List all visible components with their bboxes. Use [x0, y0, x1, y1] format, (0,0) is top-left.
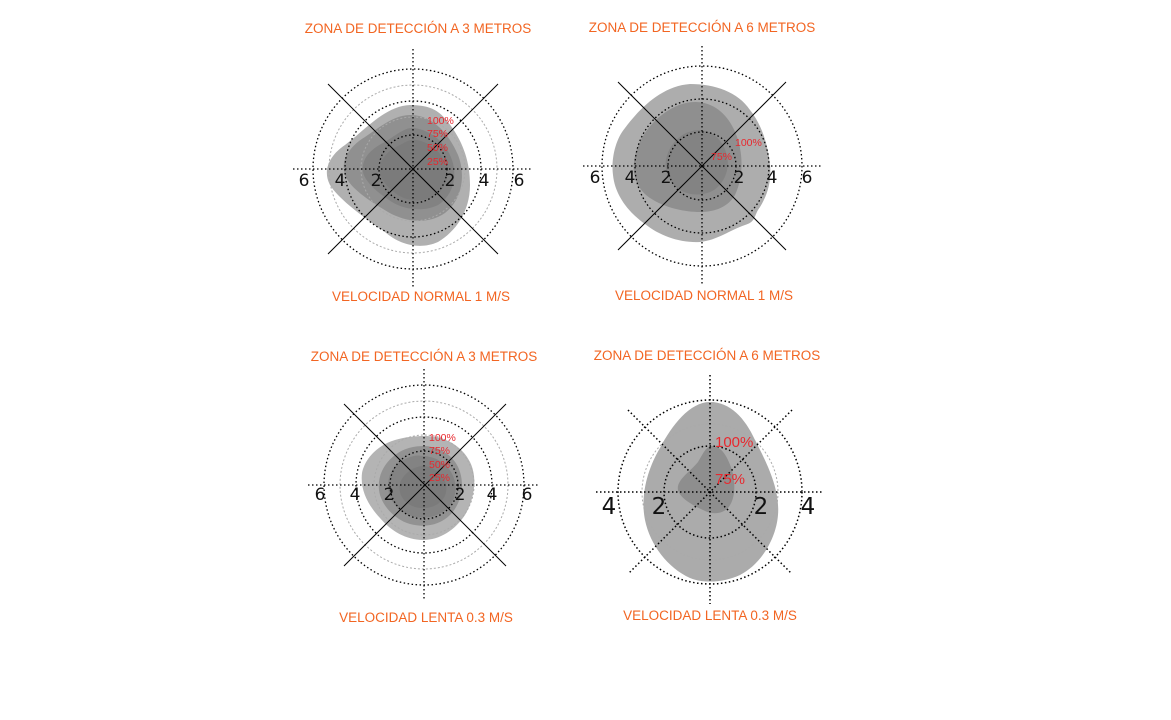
axis-label: 2 — [455, 485, 466, 505]
axis-label: 4 — [335, 171, 346, 191]
zone-50 — [665, 130, 728, 195]
axis-label: 6 — [315, 485, 326, 505]
panel-1-caption: VELOCIDAD NORMAL 1 M/S — [331, 289, 511, 304]
axis-label: 6 — [299, 171, 310, 191]
axis-label: 2 — [734, 168, 745, 188]
axis-labels: 6 4 2 2 4 6 — [315, 485, 533, 505]
axis-label: 6 — [802, 168, 813, 188]
axis-label: 4 — [602, 494, 617, 520]
axis-label: 6 — [522, 485, 533, 505]
percent-label: 50% — [427, 142, 448, 154]
zone-75 — [677, 446, 735, 514]
panel-3-title: ZONA DE DETECCIÓN A 3 METROS — [310, 349, 538, 364]
percent-labels: 100% 75% — [711, 137, 762, 163]
polar-grid — [596, 375, 822, 604]
panel-4-caption: VELOCIDAD LENTA 0.3 M/S — [623, 608, 797, 623]
percent-label: 50% — [429, 459, 450, 471]
panel-4-title: ZONA DE DETECCIÓN A 6 METROS — [593, 348, 821, 363]
axis-label: 2 — [754, 494, 769, 520]
panel-1-polar-diagram: 6 4 2 2 4 6 100% 75% 50% 25% — [293, 49, 533, 289]
percent-label: 25% — [427, 156, 448, 168]
percent-labels: 100% 75% 50% 25% — [427, 115, 454, 168]
percent-label: 100% — [427, 115, 454, 127]
axis-labels: 6 4 2 2 4 6 — [590, 168, 813, 188]
polar-grid — [583, 46, 823, 286]
axis-labels: 6 4 2 2 4 6 — [299, 171, 525, 191]
axis-labels: 4 2 2 4 — [602, 494, 816, 520]
polar-grid — [293, 49, 533, 289]
axis-label: 2 — [652, 494, 667, 520]
axis-label: 4 — [350, 485, 361, 505]
panel-2-caption: VELOCIDAD NORMAL 1 M/S — [614, 288, 794, 303]
percent-label: 100% — [429, 432, 456, 444]
axis-label: 4 — [625, 168, 636, 188]
axis-label: 6 — [514, 171, 525, 191]
axis-label: 4 — [479, 171, 490, 191]
axis-label: 2 — [371, 171, 382, 191]
percent-labels: 100% 75% 50% 25% — [429, 432, 456, 484]
detection-zones — [361, 436, 475, 540]
percent-label: 100% — [735, 137, 762, 149]
percent-label: 75% — [427, 128, 448, 140]
percent-label: 75% — [429, 445, 450, 457]
percent-label: 75% — [715, 471, 745, 488]
detection-zones — [612, 84, 771, 243]
panel-1-title: ZONA DE DETECCIÓN A 3 METROS — [304, 21, 532, 36]
axis-label: 2 — [384, 485, 395, 505]
axis-label: 4 — [487, 485, 498, 505]
percent-label: 100% — [715, 434, 753, 451]
panel-3-polar-diagram: 6 4 2 2 4 6 100% 75% 50% 25% — [308, 369, 540, 600]
panel-3-caption: VELOCIDAD LENTA 0.3 M/S — [339, 610, 513, 625]
panel-2-polar-diagram: 6 4 2 2 4 6 100% 75% — [583, 46, 823, 286]
percent-labels: 100% 75% — [715, 434, 753, 488]
axis-label: 4 — [801, 494, 816, 520]
panel-4-polar-diagram: 4 2 2 4 100% 75% — [596, 375, 822, 604]
panel-2-title: ZONA DE DETECCIÓN A 6 METROS — [588, 20, 816, 35]
axis-label: 4 — [767, 168, 778, 188]
detection-zones — [643, 402, 779, 582]
percent-label: 25% — [429, 472, 450, 484]
percent-label: 75% — [711, 151, 732, 163]
axis-label: 6 — [590, 168, 601, 188]
polar-grid — [308, 369, 540, 600]
axis-label: 2 — [661, 168, 672, 188]
axis-label: 2 — [445, 171, 456, 191]
